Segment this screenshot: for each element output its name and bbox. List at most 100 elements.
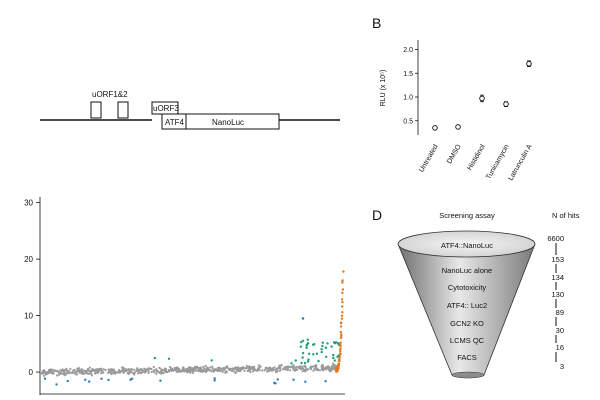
- hits-column: 6600 153 134 130 89 30 16 3: [547, 234, 564, 371]
- panel-c-point: [337, 362, 341, 366]
- panel-c-ytick-label: 20: [24, 255, 33, 264]
- panel-c-point: [110, 368, 113, 371]
- panel-c-point: [286, 366, 289, 369]
- funnel-step-label: Cytotoxicity: [448, 283, 487, 292]
- panel-b-point: [526, 61, 532, 67]
- panel-c-point: [142, 370, 145, 373]
- panel-c-point: [199, 368, 202, 371]
- panel-c-point: [321, 344, 324, 348]
- panel-c-point: [294, 359, 297, 362]
- panel-c-point: [77, 368, 80, 371]
- panel-c-point: [341, 281, 344, 284]
- panel-c-point: [175, 370, 179, 373]
- panel-c-point: [241, 367, 244, 370]
- panel-c-point: [290, 365, 293, 368]
- panel-b-category-label: DMSO: [446, 143, 463, 165]
- panel-c-point: [342, 270, 345, 273]
- panel-c-point: [65, 367, 68, 370]
- uorf12-label: uORF1&2: [92, 90, 128, 99]
- panel-c-point: [280, 364, 283, 367]
- panel-b-point: [432, 125, 438, 131]
- panel-c-point: [245, 367, 248, 370]
- panel-c-point: [173, 368, 176, 371]
- panel-c-point: [276, 378, 279, 381]
- panel-c-point: [330, 345, 333, 348]
- panel-c-point: [234, 371, 237, 375]
- panel-c-point: [309, 366, 313, 369]
- panel-c-point: [161, 369, 164, 372]
- hits-count: 6600: [547, 234, 564, 243]
- panel-c-point: [131, 371, 134, 374]
- panel-c-point: [199, 366, 202, 369]
- panel-c-point: [153, 370, 156, 373]
- hits-count: 16: [556, 343, 564, 352]
- panel-c-point: [112, 372, 115, 375]
- nanoluc-label: NanoLuc: [212, 118, 244, 127]
- panel-b-chart: RLU (x 10⁵) 0.5 1.0 1.5 2.0 Untreated DMSO His…: [380, 40, 534, 182]
- panel-c-point: [140, 372, 143, 375]
- panel-c-point: [303, 365, 306, 368]
- panel-c-point: [100, 372, 103, 375]
- panel-c-point: [283, 366, 286, 369]
- panel-c-point: [278, 364, 281, 367]
- panel-c-point: [119, 370, 122, 373]
- panel-c-point: [191, 371, 195, 375]
- panel-c-point: [264, 366, 267, 369]
- panel-c-point: [84, 370, 88, 373]
- uorf3-label: uORF3: [153, 104, 179, 113]
- panel-c-point: [233, 370, 236, 373]
- panel-c-point: [331, 362, 335, 365]
- panel-c-point: [83, 372, 86, 375]
- panel-c-point: [253, 365, 256, 368]
- panel-c-point: [66, 371, 70, 374]
- panel-c-point: [336, 369, 339, 372]
- panel-c-point: [185, 369, 188, 372]
- screening-funnel: [397, 230, 536, 379]
- panel-c-point: [107, 378, 110, 382]
- panel-c-point: [113, 370, 117, 373]
- panel-c-point: [126, 372, 129, 375]
- panel-c-point: [307, 352, 311, 355]
- panel-c-point: [95, 369, 98, 372]
- panel-c-point: [181, 370, 184, 373]
- panel-c-point: [339, 350, 342, 353]
- panel-c-point: [243, 369, 246, 372]
- panel-c-point: [62, 372, 65, 375]
- panel-c-point: [59, 371, 62, 374]
- panel-c-point: [340, 333, 343, 336]
- panel-c-point: [225, 365, 228, 368]
- uorf1-box: [90, 101, 102, 119]
- panel-c-point: [90, 374, 93, 377]
- panel-c-point: [295, 365, 298, 369]
- panel-c-point: [88, 380, 91, 383]
- panel-c-point: [246, 369, 249, 373]
- panel-c-point: [86, 367, 89, 370]
- panel-c-point: [261, 369, 264, 372]
- panel-c-point: [219, 367, 222, 370]
- panel-c-point: [50, 368, 53, 371]
- panel-c-point: [210, 369, 213, 372]
- panel-c-point: [197, 366, 200, 369]
- panel-c-point: [326, 342, 329, 345]
- panel-c-point: [150, 367, 153, 371]
- panel-c-point: [188, 369, 191, 372]
- panel-c-point: [59, 369, 62, 372]
- panel-c-point: [333, 359, 336, 362]
- panel-c-point: [340, 317, 344, 320]
- panel-c-point: [144, 369, 148, 372]
- panel-c-point: [330, 365, 333, 368]
- panel-c-point: [301, 370, 304, 373]
- hits-count: 3: [560, 362, 564, 371]
- panel-c-point: [301, 351, 305, 355]
- panel-c-point: [273, 366, 276, 369]
- panel-c-point: [70, 371, 74, 374]
- nanoluc-box: [185, 113, 280, 130]
- panel-c-point: [339, 341, 342, 344]
- panel-c-point: [298, 365, 301, 368]
- panel-c-point: [143, 371, 147, 374]
- panel-c-point: [56, 370, 59, 373]
- panel-c-point: [303, 361, 307, 365]
- panel-c-point: [306, 360, 310, 363]
- panel-c-point: [129, 378, 132, 381]
